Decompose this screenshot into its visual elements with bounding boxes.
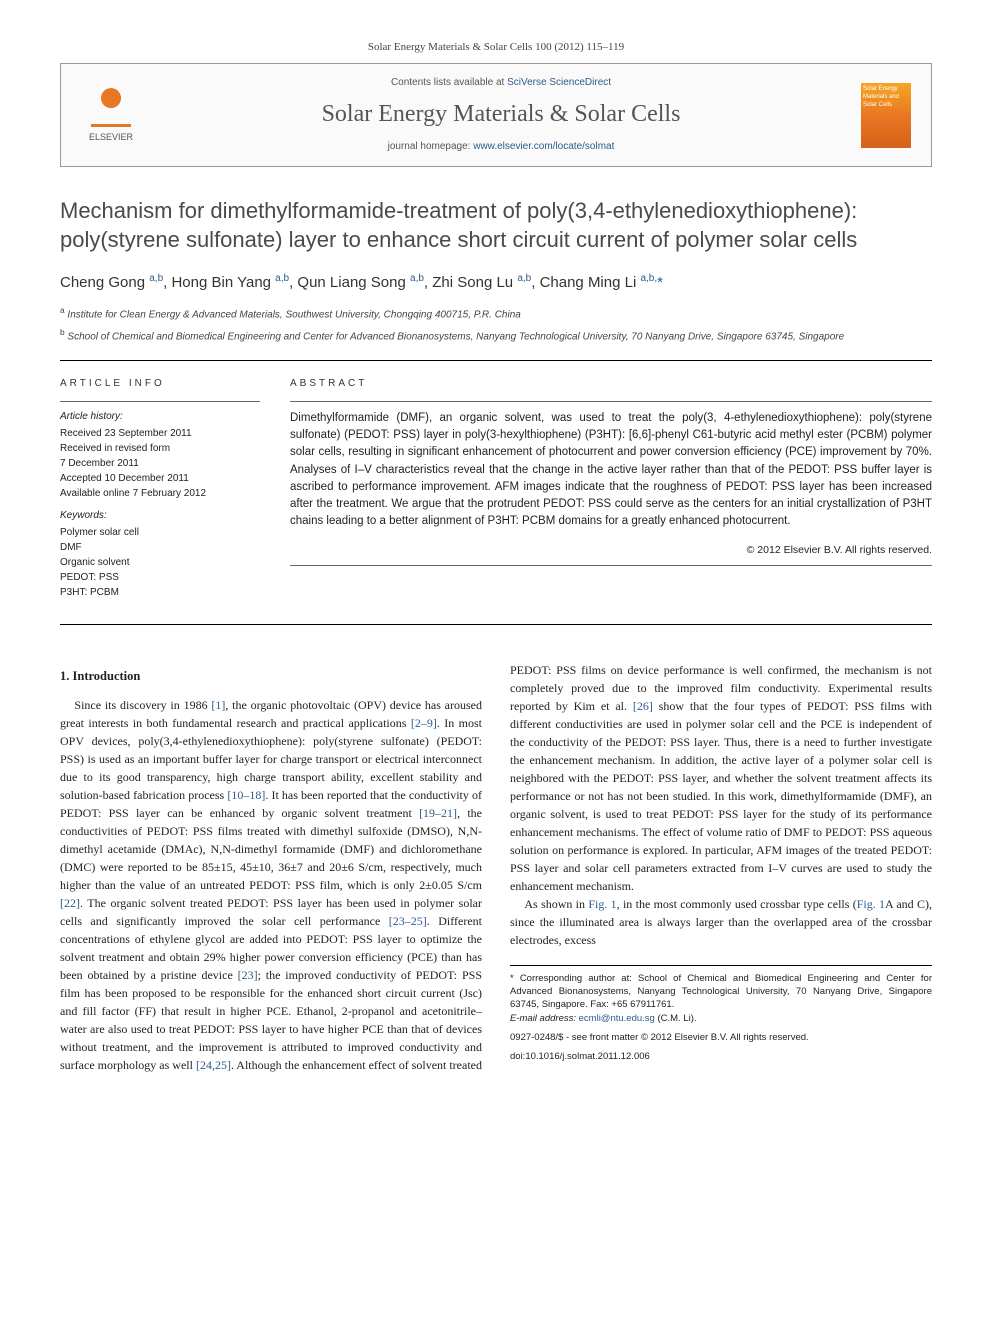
article-title: Mechanism for dimethylformamide-treatmen…	[60, 197, 932, 254]
ref-link[interactable]: [23]	[238, 968, 258, 982]
journal-name: Solar Energy Materials & Solar Cells	[161, 98, 841, 132]
article-info: ARTICLE INFO Article history: Received 2…	[60, 377, 260, 600]
homepage-pre: journal homepage:	[388, 141, 474, 152]
history-label: Article history:	[60, 410, 260, 424]
divider	[60, 360, 932, 361]
elsevier-tree-icon	[91, 87, 131, 127]
email-link[interactable]: ecmli@ntu.edu.sg	[579, 1013, 655, 1024]
aff-b-text: School of Chemical and Biomedical Engine…	[67, 331, 844, 342]
divider-2	[60, 624, 932, 625]
journal-cover-thumbnail: Solar Energy Materials and Solar Cells	[861, 83, 911, 148]
fig-link[interactable]: Fig. 1	[588, 897, 616, 911]
abstract-head: ABSTRACT	[290, 377, 932, 391]
t: , in the most commonly used crossbar typ…	[617, 897, 857, 911]
corresponding-footer: * Corresponding author at: School of Che…	[510, 965, 932, 1064]
intro-para-3: As shown in Fig. 1, in the most commonly…	[510, 895, 932, 949]
sciencedirect-link[interactable]: SciVerse ScienceDirect	[507, 77, 611, 88]
abstract-rule-bottom	[290, 565, 932, 566]
doi: doi:10.1016/j.solmat.2011.12.006	[510, 1050, 932, 1063]
info-rule	[60, 401, 260, 402]
affiliation-b: b School of Chemical and Biomedical Engi…	[60, 327, 932, 344]
contents-line: Contents lists available at SciVerse Sci…	[161, 76, 841, 90]
ref-link[interactable]: [19–21]	[419, 806, 457, 820]
ref-link[interactable]: [23–25]	[389, 914, 427, 928]
front-matter: 0927-0248/$ - see front matter © 2012 El…	[510, 1031, 932, 1044]
homepage-line: journal homepage: www.elsevier.com/locat…	[161, 140, 841, 154]
abstract-copyright: © 2012 Elsevier B.V. All rights reserved…	[290, 543, 932, 558]
elsevier-logo: ELSEVIER	[81, 80, 141, 150]
abstract-body: Dimethylformamide (DMF), an organic solv…	[290, 410, 932, 531]
ref-link[interactable]: [2–9]	[411, 716, 437, 730]
corr-author: * Corresponding author at: School of Che…	[510, 972, 932, 1012]
aff-b-sup: b	[60, 327, 65, 337]
homepage-link[interactable]: www.elsevier.com/locate/solmat	[473, 141, 614, 152]
ref-link[interactable]: [10–18]	[227, 788, 265, 802]
header-center: Contents lists available at SciVerse Sci…	[161, 76, 841, 154]
email-label: E-mail address:	[510, 1013, 579, 1024]
intro-heading: 1. Introduction	[60, 667, 482, 686]
t: As shown in	[524, 897, 588, 911]
ref-link[interactable]: [22]	[60, 896, 80, 910]
t: Since its discovery in 1986	[74, 698, 211, 712]
journal-header: ELSEVIER Contents lists available at Sci…	[60, 63, 932, 167]
author-list: Cheng Gong a,b, Hong Bin Yang a,b, Qun L…	[60, 272, 932, 293]
body-columns: 1. Introduction Since its discovery in 1…	[60, 661, 932, 1074]
ref-link[interactable]: [1]	[211, 698, 225, 712]
abstract-rule	[290, 401, 932, 402]
fig-link[interactable]: Fig. 1	[857, 897, 885, 911]
t: ; the improved conductivity of PEDOT: PS…	[60, 968, 482, 1072]
keywords-label: Keywords:	[60, 509, 260, 523]
abstract: ABSTRACT Dimethylformamide (DMF), an org…	[290, 377, 932, 600]
email-tail: (C.M. Li).	[655, 1013, 697, 1024]
ref-link[interactable]: [26]	[633, 699, 653, 713]
t: a pristine device	[150, 968, 237, 982]
email-line: E-mail address: ecmli@ntu.edu.sg (C.M. L…	[510, 1012, 932, 1025]
t: show that the four types of PEDOT: PSS f…	[510, 699, 932, 893]
elsevier-text: ELSEVIER	[89, 131, 133, 144]
keywords-text: Polymer solar cell DMF Organic solvent P…	[60, 525, 260, 600]
journal-reference: Solar Energy Materials & Solar Cells 100…	[60, 40, 932, 55]
info-abstract-row: ARTICLE INFO Article history: Received 2…	[60, 377, 932, 600]
aff-a-sup: a	[60, 305, 65, 315]
aff-a-text: Institute for Clean Energy & Advanced Ma…	[67, 310, 520, 321]
contents-pre: Contents lists available at	[391, 77, 507, 88]
affiliation-a: a Institute for Clean Energy & Advanced …	[60, 305, 932, 322]
history-text: Received 23 September 2011 Received in r…	[60, 426, 260, 501]
ref-link[interactable]: [24,25]	[196, 1058, 231, 1072]
article-info-head: ARTICLE INFO	[60, 377, 260, 391]
